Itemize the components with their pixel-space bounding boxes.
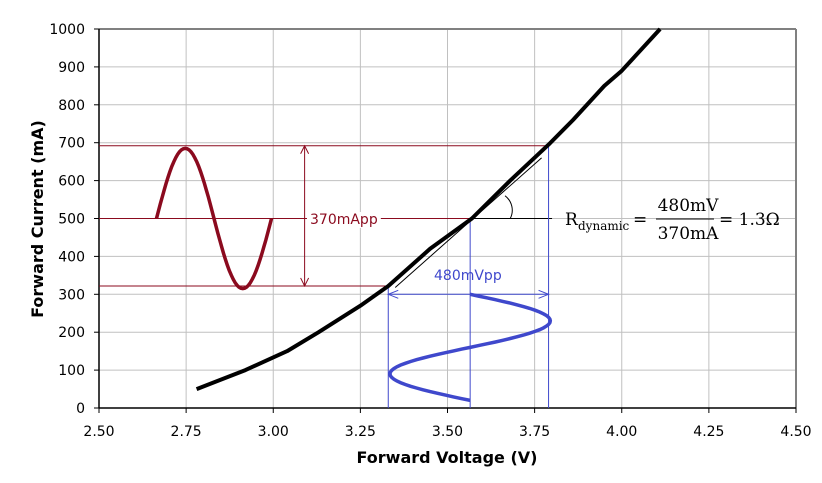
grid (94, 28, 797, 413)
x-tick-label: 4.50 (780, 424, 811, 440)
eq-subscript: dynamic (578, 219, 630, 233)
eq-denominator: 370mA (658, 224, 720, 244)
x-tick-label: 2.50 (83, 424, 114, 440)
angle-arc (504, 195, 513, 219)
current-pp-label: 370mApp (310, 212, 378, 228)
x-tick-label: 3.25 (345, 424, 376, 440)
y-tick-label: 900 (58, 60, 85, 76)
iv-curve (195, 27, 662, 391)
annotations (99, 27, 662, 408)
voltage-sine-wave (388, 292, 553, 403)
equation: R dynamic = 480mV 370mA = 1.3Ω (565, 196, 780, 244)
y-axis-label: Forward Current (mA) (28, 120, 47, 318)
x-tick-label: 4.00 (606, 424, 637, 440)
y-tick-label: 200 (58, 325, 85, 341)
eq-numerator: 480mV (658, 196, 720, 216)
y-tick-label: 500 (58, 212, 85, 228)
eq-equals: = (633, 210, 647, 230)
arrowheads-current (300, 144, 310, 288)
y-tick-label: 700 (58, 136, 85, 152)
eq-lhs: R (565, 210, 579, 230)
y-tick-label: 800 (58, 98, 85, 114)
x-tick-label: 3.00 (258, 424, 289, 440)
voltage-pp-label: 480mVpp (434, 268, 502, 284)
y-tick-label: 0 (76, 401, 85, 417)
x-axis-label: Forward Voltage (V) (357, 448, 538, 467)
x-tick-label: 3.50 (432, 424, 463, 440)
y-tick-label: 300 (58, 287, 85, 303)
arrowheads-voltage (386, 289, 550, 299)
label-background (307, 212, 381, 228)
x-tick-label: 3.75 (519, 424, 550, 440)
y-tick-label: 100 (58, 363, 85, 379)
y-tick-label: 400 (58, 249, 85, 265)
y-tick-label: 600 (58, 174, 85, 190)
x-tick-label: 4.25 (693, 424, 724, 440)
x-tick-label: 2.75 (171, 424, 202, 440)
current-sine-wave (154, 146, 274, 291)
y-tick-label: 1000 (49, 22, 85, 38)
eq-result: = 1.3Ω (719, 210, 780, 230)
tick-labels: 2.50 2.75 3.00 3.25 3.50 3.75 4.00 4.25 4.50 0 100… (49, 22, 811, 440)
